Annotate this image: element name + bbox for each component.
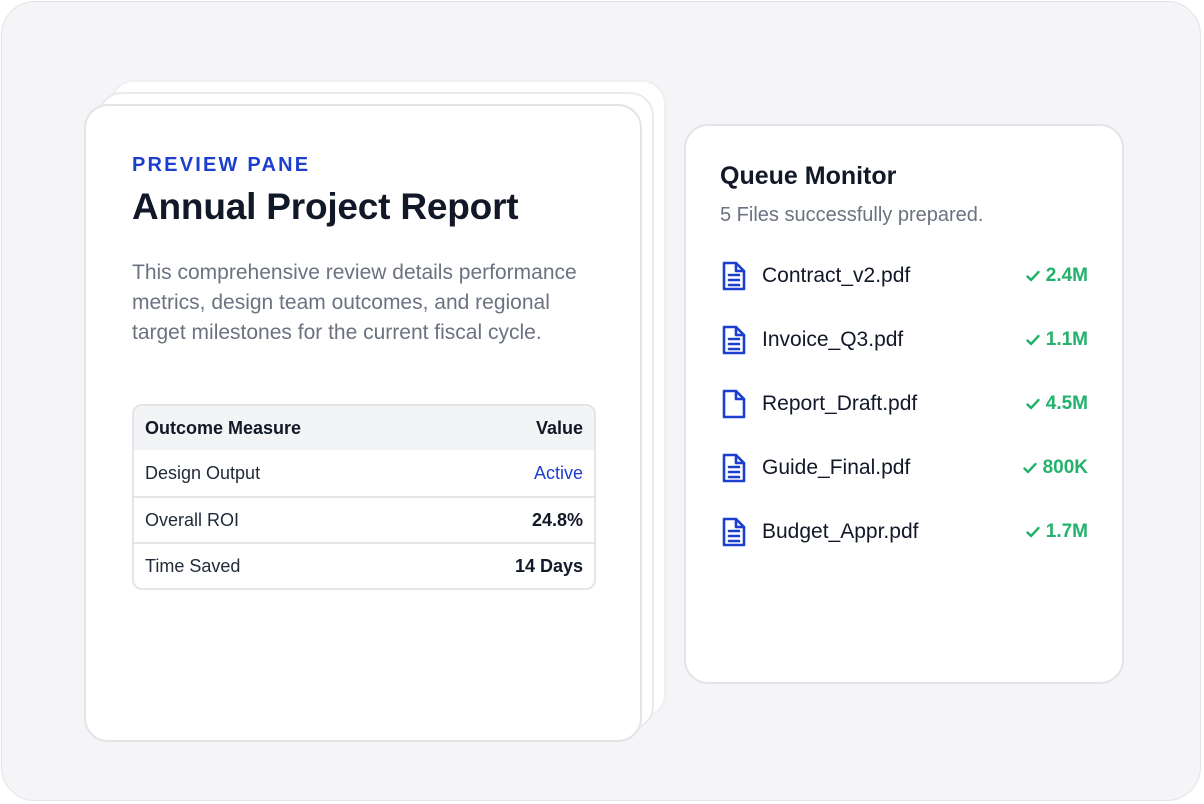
file-size-badge: 2.4M: [1026, 265, 1088, 287]
file-name: Invoice_Q3.pdf: [762, 328, 904, 351]
table-row: Time Saved 14 Days: [134, 542, 594, 588]
queue-title: Queue Monitor: [720, 162, 897, 190]
file-list-item[interactable]: Invoice_Q3.pdf 1.1M: [720, 308, 1088, 372]
file-size: 2.4M: [1045, 265, 1088, 286]
table-header-row: Outcome Measure Value: [134, 406, 594, 450]
measure-cell: Overall ROI: [145, 509, 240, 530]
file-list: Contract_v2.pdf 2.4M Invoice_Q3.pdf 1.1M: [720, 244, 1088, 564]
queue-monitor-panel: Queue Monitor 5 Files successfully prepa…: [684, 124, 1124, 684]
file-size: 4.5M: [1045, 393, 1088, 414]
column-header-measure: Outcome Measure: [145, 417, 302, 438]
preview-eyebrow: PREVIEW PANE: [132, 154, 311, 176]
file-list-item[interactable]: Report_Draft.pdf 4.5M: [720, 372, 1088, 436]
file-icon: [720, 386, 752, 422]
file-text-icon: [720, 514, 752, 550]
file-size: 1.1M: [1045, 329, 1088, 350]
file-size: 1.7M: [1045, 521, 1088, 542]
column-header-value: Value: [535, 417, 583, 438]
file-size-badge: 800K: [1022, 457, 1088, 479]
file-text-icon: [720, 450, 752, 486]
file-size-badge: 1.7M: [1026, 521, 1088, 543]
file-text-icon: [720, 322, 752, 358]
report-description: This comprehensive review details perfor…: [132, 261, 577, 344]
status-value-cell: Active: [533, 462, 583, 483]
file-list-item[interactable]: Budget_Appr.pdf 1.7M: [720, 500, 1088, 564]
check-icon: [1022, 462, 1037, 474]
file-name: Contract_v2.pdf: [762, 264, 911, 287]
value-cell: 24.8%: [531, 509, 583, 530]
outcome-table: Outcome Measure Value Design Output Acti…: [132, 404, 596, 590]
measure-cell: Design Output: [145, 462, 261, 483]
file-size: 800K: [1042, 457, 1088, 478]
check-icon: [1026, 334, 1040, 346]
file-size-badge: 4.5M: [1026, 393, 1088, 415]
check-icon: [1026, 526, 1040, 538]
check-icon: [1026, 270, 1040, 282]
value-cell: 14 Days: [514, 555, 583, 576]
file-name: Guide_Final.pdf: [762, 456, 911, 479]
file-name: Report_Draft.pdf: [762, 392, 918, 415]
table-row: Overall ROI 24.8%: [134, 496, 594, 542]
check-icon: [1026, 398, 1040, 410]
measure-cell: Time Saved: [145, 555, 241, 576]
file-list-item[interactable]: Contract_v2.pdf 2.4M: [720, 244, 1088, 308]
preview-card[interactable]: PREVIEW PANE Annual Project Report This …: [84, 104, 642, 742]
table-row: Design Output Active: [134, 450, 594, 496]
queue-subtitle: 5 Files successfully prepared.: [720, 204, 984, 226]
file-text-icon: [720, 258, 752, 294]
file-list-item[interactable]: Guide_Final.pdf 800K: [720, 436, 1088, 500]
file-name: Budget_Appr.pdf: [762, 520, 919, 543]
file-size-badge: 1.1M: [1026, 329, 1088, 351]
report-title: Annual Project Report: [132, 186, 519, 227]
